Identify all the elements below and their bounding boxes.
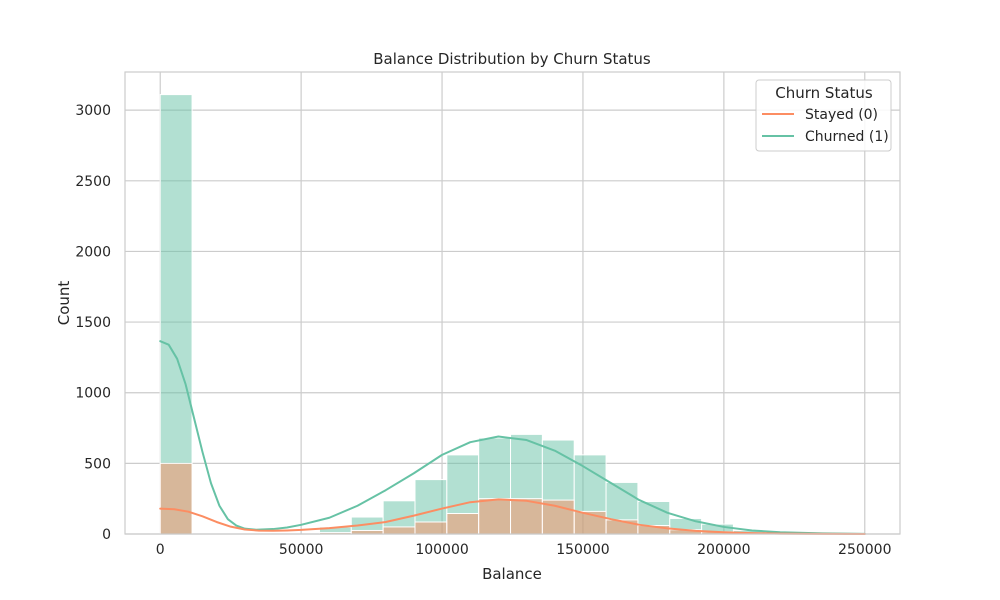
histogram-bar <box>446 513 480 535</box>
histogram-bar <box>414 521 448 535</box>
legend-label: Stayed (0) <box>805 107 878 123</box>
x-axis-title: Balance <box>482 565 542 583</box>
x-tick-labels: 0 50000 100000 150000 200000 250000 <box>156 542 892 558</box>
y-tick-label: 2000 <box>75 244 111 260</box>
histogram-bar <box>478 498 512 535</box>
x-tick-label: 50000 <box>279 542 324 558</box>
chart-title: Balance Distribution by Churn Status <box>373 50 651 68</box>
kde-curves <box>159 340 866 535</box>
y-axis-title: Count <box>55 281 73 326</box>
legend-title: Churn Status <box>775 84 873 102</box>
y-tick-labels: 0 500 1000 1500 2000 2500 3000 <box>75 103 111 543</box>
y-tick-label: 0 <box>102 527 111 543</box>
histogram-bar <box>510 498 543 535</box>
histogram-bar <box>382 526 416 535</box>
y-tick-label: 1000 <box>75 386 111 402</box>
y-tick-label: 3000 <box>75 103 111 119</box>
legend: Churn Status Stayed (0) Churned (1) <box>755 79 892 152</box>
x-tick-label: 250000 <box>838 542 891 558</box>
legend-box <box>755 79 892 152</box>
legend-label: Churned (1) <box>805 129 889 145</box>
histogram-bar <box>159 462 193 535</box>
kde-line-churned <box>159 340 866 535</box>
x-tick-label: 200000 <box>697 542 750 558</box>
legend-items: Stayed (0) Churned (1) <box>762 107 889 145</box>
y-tick-label: 2500 <box>75 174 111 190</box>
plot-frame <box>124 71 901 535</box>
x-tick-label: 0 <box>156 542 165 558</box>
histogram-bars <box>159 94 798 535</box>
x-tick-label: 150000 <box>556 542 609 558</box>
x-tick-label: 100000 <box>415 542 468 558</box>
y-tick-label: 1500 <box>75 315 111 331</box>
kde-line-stayed <box>159 498 866 535</box>
y-tick-label: 500 <box>84 456 111 472</box>
